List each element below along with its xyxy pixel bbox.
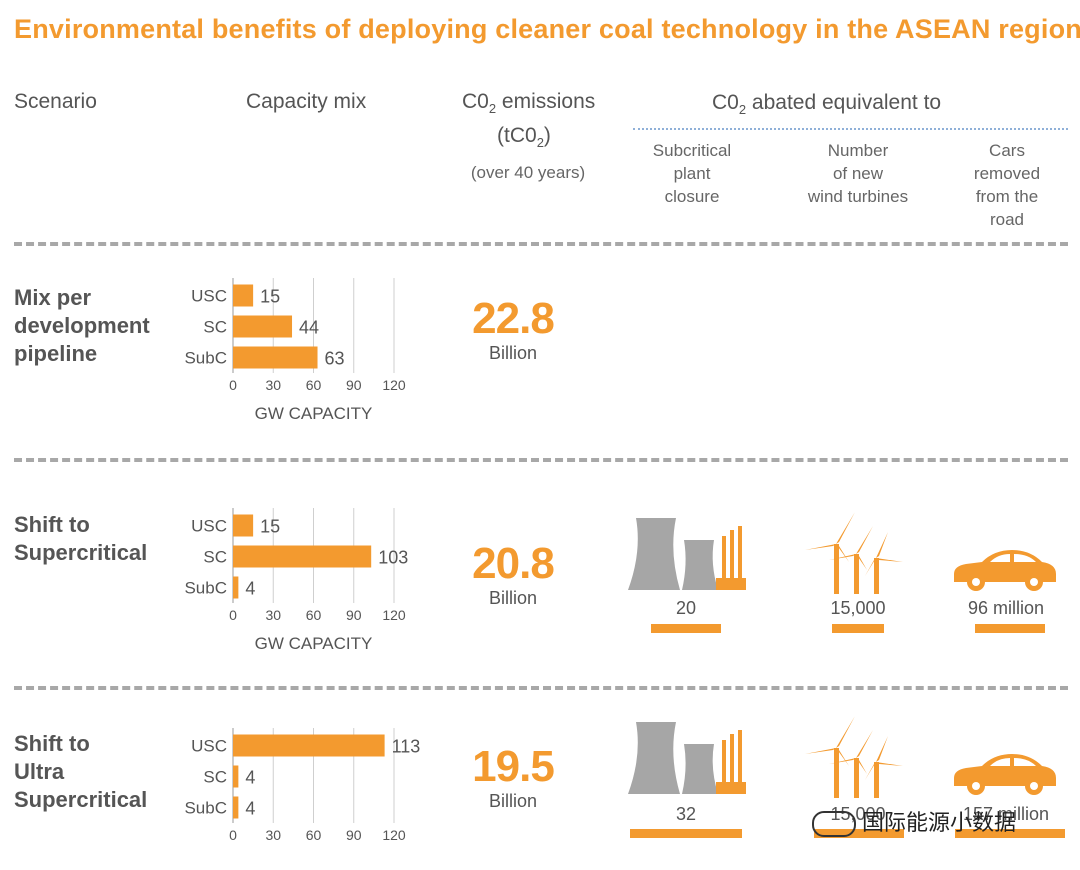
bar-usc bbox=[233, 284, 254, 307]
bar-sc bbox=[233, 765, 239, 788]
category-label: SC bbox=[203, 318, 227, 337]
emissions-note: (over 40 years) bbox=[470, 163, 586, 182]
x-axis-label: GW CAPACITY bbox=[255, 634, 373, 653]
emissions-unit-3: Billion bbox=[488, 791, 538, 811]
watermark: 国际能源小数据 bbox=[812, 805, 1016, 838]
category-label: USC bbox=[191, 517, 227, 536]
category-label: SC bbox=[203, 548, 227, 567]
emissions-header: C02 emissions bbox=[462, 90, 596, 117]
capacity-chart-2: 0 30 60 90 120 USC 15 SC 103 SubC 4 GW CAPACITY bbox=[184, 508, 408, 653]
plants-bar-3 bbox=[630, 829, 742, 838]
bar-usc bbox=[233, 734, 385, 757]
emissions-value-2: 20.8 bbox=[472, 539, 555, 588]
tick-label: 90 bbox=[346, 377, 362, 393]
capacity-chart-3: 0 30 60 90 120 USC 113 SC 4 SubC 4 bbox=[184, 728, 421, 843]
emissions-value-3: 19.5 bbox=[472, 742, 555, 791]
category-label: SubC bbox=[184, 579, 227, 598]
cars-value-3: 157 million bbox=[962, 804, 1050, 824]
scenario-name-3: Shift to Ultra Supercritical bbox=[14, 731, 148, 812]
tick-label: 90 bbox=[346, 607, 362, 623]
data-label: 44 bbox=[299, 318, 319, 338]
wind-turbine-icon bbox=[805, 512, 903, 594]
emissions-unit-1: Billion bbox=[488, 343, 538, 363]
data-label: 113 bbox=[392, 737, 421, 757]
tick-label: 0 bbox=[229, 607, 237, 623]
emissions-unit: (tC02) bbox=[497, 124, 551, 151]
col-plant-closure-header: Subcritical plant closure bbox=[652, 141, 732, 206]
category-label: SubC bbox=[184, 349, 227, 368]
turbines-bar-3 bbox=[814, 829, 904, 838]
scenario-header: Scenario bbox=[14, 90, 97, 113]
row-separator bbox=[14, 458, 1068, 462]
bar-sc bbox=[233, 315, 293, 338]
bar-subc bbox=[233, 576, 239, 599]
turbines-bar-2 bbox=[832, 624, 884, 633]
data-label: 15 bbox=[260, 287, 280, 307]
tick-label: 30 bbox=[265, 607, 281, 623]
power-plant-icon bbox=[628, 518, 746, 590]
category-label: USC bbox=[191, 737, 227, 756]
car-icon bbox=[954, 550, 1056, 591]
data-label: 4 bbox=[245, 799, 255, 819]
tick-label: 60 bbox=[306, 377, 322, 393]
cars-bar-2 bbox=[975, 624, 1045, 633]
abated-header: C02 abated equivalent to bbox=[712, 91, 942, 118]
plants-value-2: 20 bbox=[675, 598, 697, 618]
scenario-name-2: Shift to Supercritical bbox=[14, 512, 148, 565]
emissions-value-1: 22.8 bbox=[472, 294, 555, 343]
col-cars-header: Cars removed from the road bbox=[973, 141, 1041, 229]
category-label: SC bbox=[203, 768, 227, 787]
capacity-chart-1: 0 30 60 90 120 USC 15 SC 44 SubC 63 GW CAPACITY bbox=[184, 278, 406, 423]
tick-label: 0 bbox=[229, 377, 237, 393]
bar-subc bbox=[233, 796, 239, 819]
tick-label: 60 bbox=[306, 827, 322, 843]
tick-label: 30 bbox=[265, 827, 281, 843]
row-separator bbox=[14, 242, 1068, 246]
x-axis-label: GW CAPACITY bbox=[255, 404, 373, 423]
plants-value-3: 32 bbox=[675, 804, 697, 824]
car-icon bbox=[954, 754, 1056, 795]
bar-sc bbox=[233, 545, 372, 568]
scenario-name-1: Mix per development pipeline bbox=[14, 285, 150, 366]
tick-label: 120 bbox=[382, 607, 406, 623]
wind-turbine-icon bbox=[805, 716, 903, 798]
turbines-value-2: 15,000 bbox=[830, 598, 886, 618]
plants-bar-2 bbox=[651, 624, 721, 633]
tick-label: 60 bbox=[306, 607, 322, 623]
abated-divider bbox=[633, 128, 1068, 130]
bar-subc bbox=[233, 346, 318, 369]
tick-label: 120 bbox=[382, 827, 406, 843]
capacity-mix-header: Capacity mix bbox=[246, 90, 367, 113]
data-label: 103 bbox=[378, 548, 408, 568]
power-plant-icon bbox=[628, 722, 746, 794]
data-label: 63 bbox=[325, 349, 345, 369]
data-label: 4 bbox=[245, 768, 255, 788]
tick-label: 30 bbox=[265, 377, 281, 393]
cars-value-2: 96 million bbox=[967, 598, 1045, 618]
wechat-icon bbox=[812, 811, 856, 838]
bar-usc bbox=[233, 514, 254, 537]
row-separator bbox=[14, 686, 1068, 690]
data-label: 15 bbox=[260, 517, 280, 537]
tick-label: 120 bbox=[382, 377, 406, 393]
category-label: USC bbox=[191, 287, 227, 306]
tick-label: 90 bbox=[346, 827, 362, 843]
data-label: 4 bbox=[245, 579, 255, 599]
category-label: SubC bbox=[184, 799, 227, 818]
emissions-unit-2: Billion bbox=[488, 588, 538, 608]
col-wind-turbines-header: Number of new wind turbines bbox=[807, 141, 909, 206]
cars-bar-3 bbox=[955, 829, 1065, 838]
page-title: Environmental benefits of deploying clea… bbox=[14, 14, 1080, 44]
tick-label: 0 bbox=[229, 827, 237, 843]
